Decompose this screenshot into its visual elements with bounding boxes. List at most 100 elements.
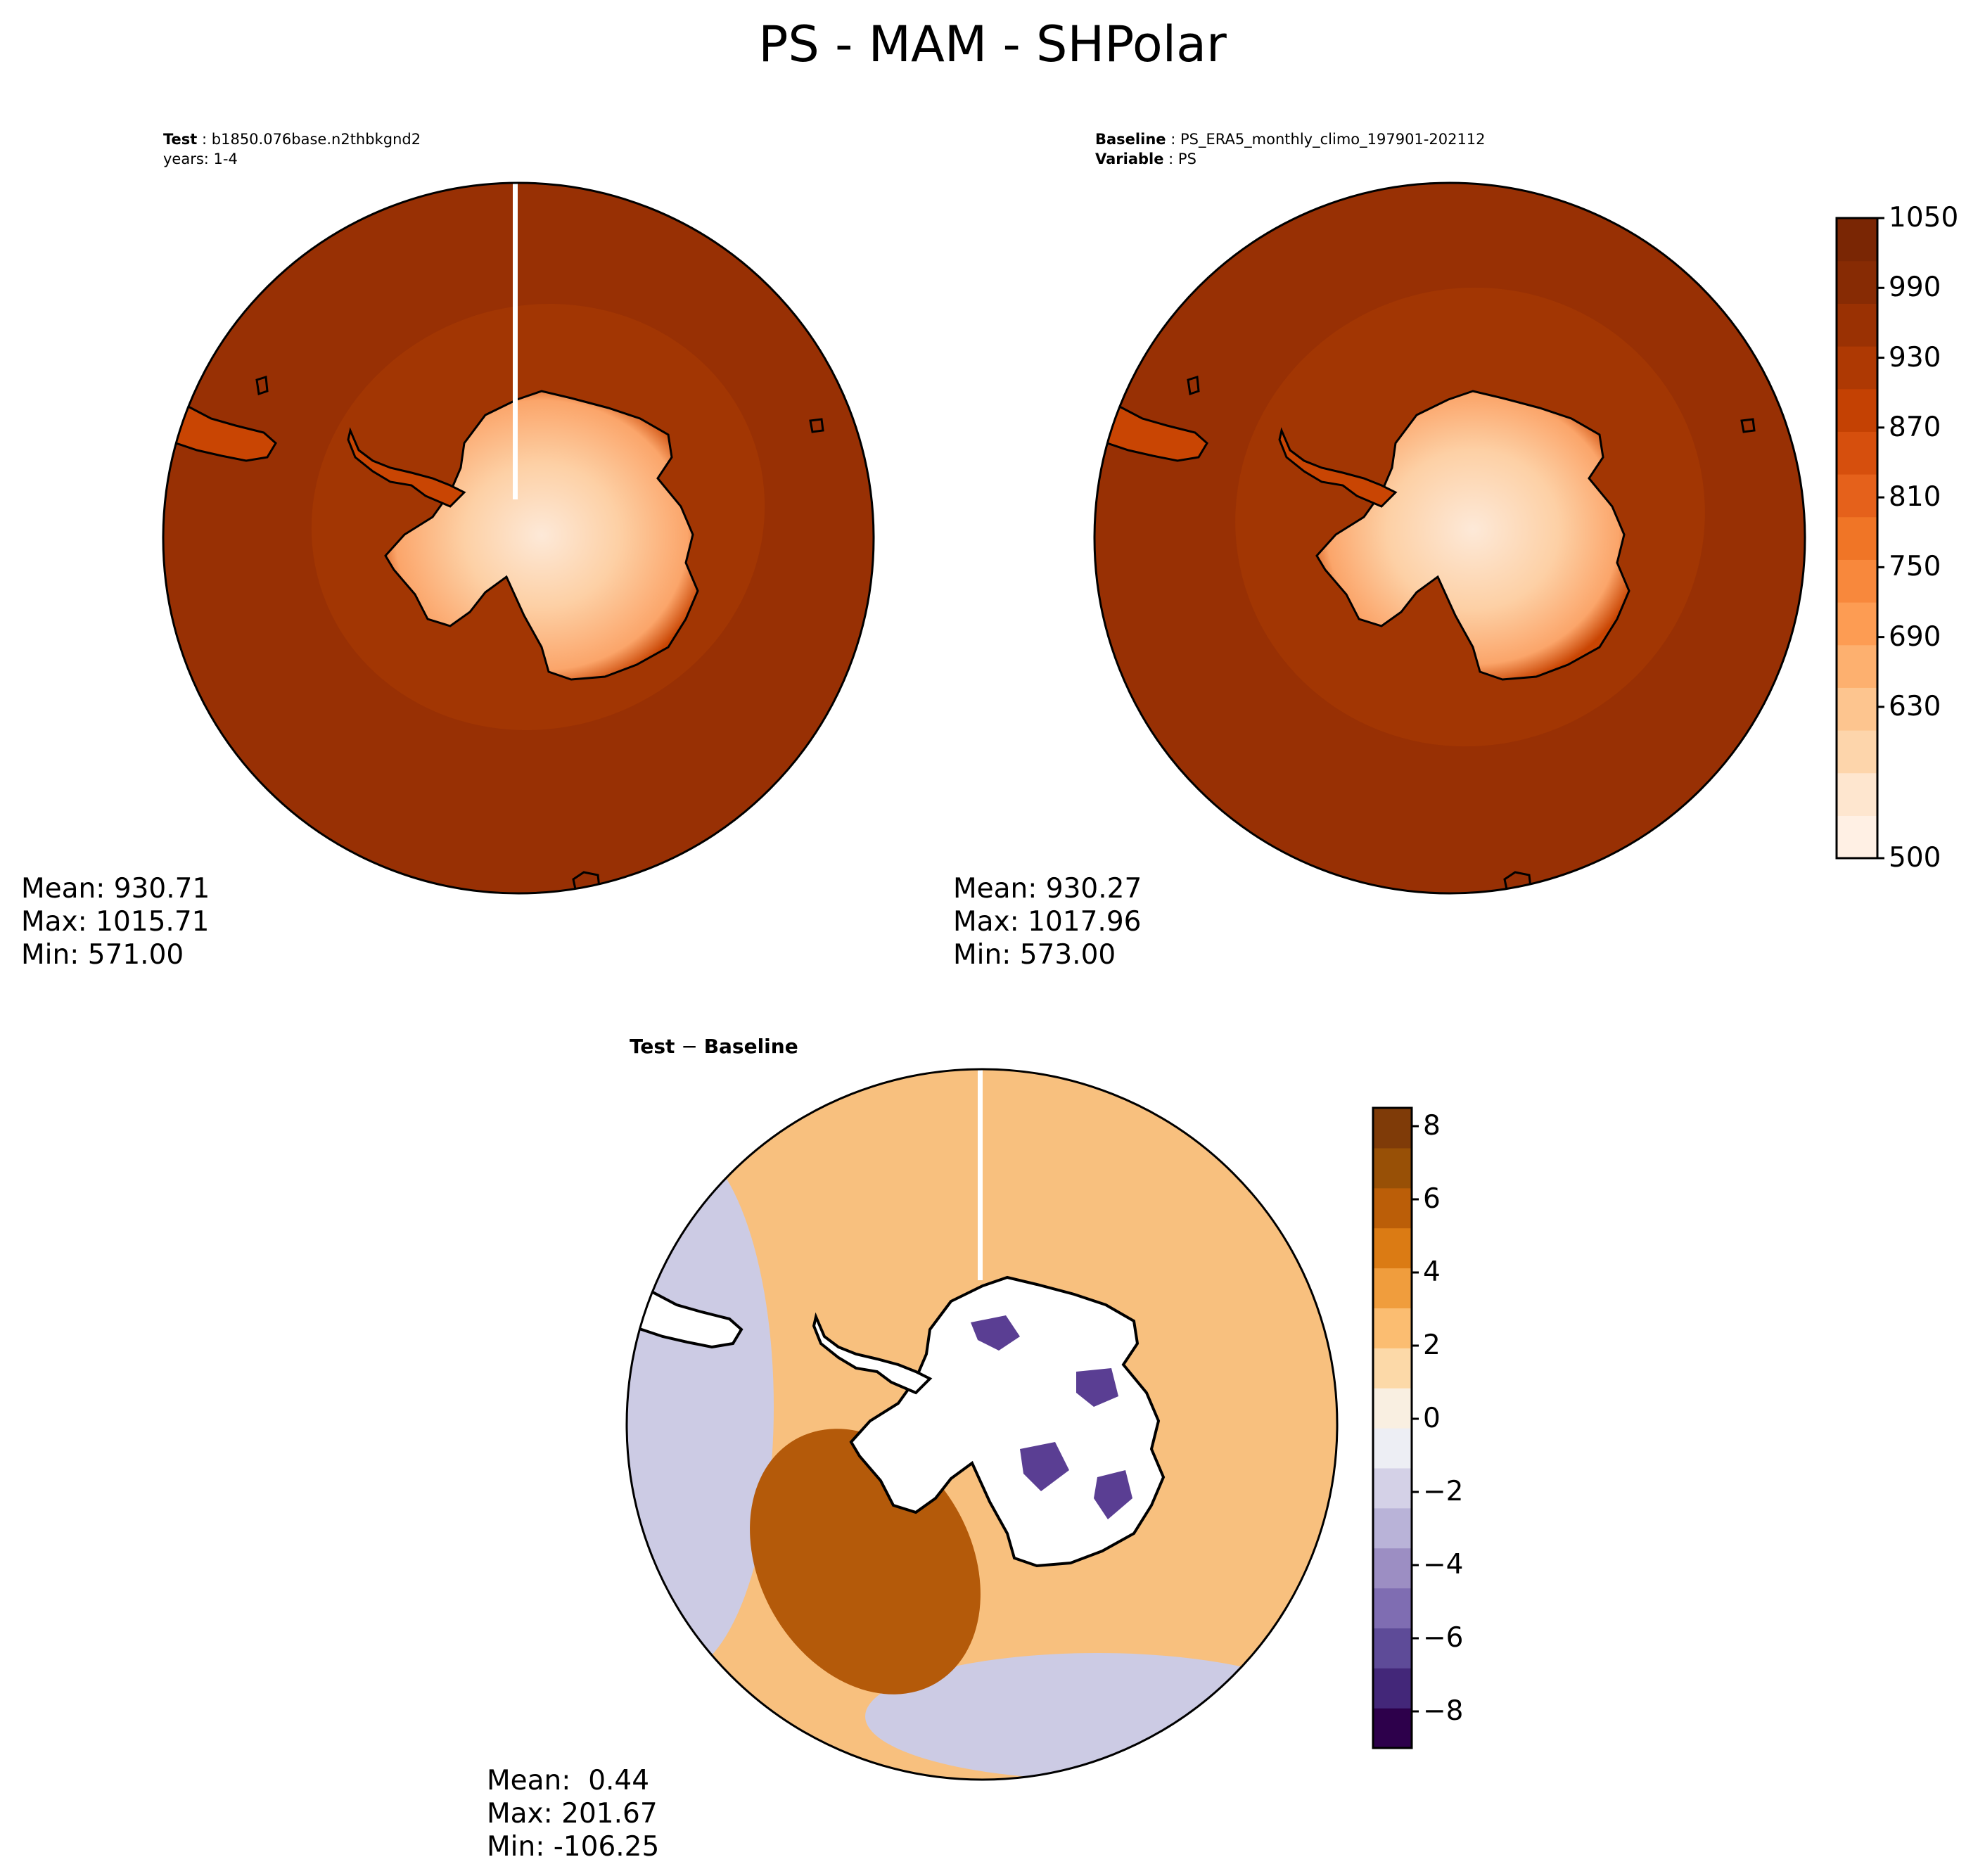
colorbar-tick-label: 4 <box>1423 1256 1441 1288</box>
cbar-diff-swatch <box>1373 1348 1412 1389</box>
cbar-diff-swatch <box>1373 1548 1412 1589</box>
cbar-main-swatch <box>1837 815 1877 859</box>
baseline-island-2 <box>1740 418 1756 433</box>
diff-antarctica <box>849 1275 1166 1568</box>
baseline-map-border <box>1093 181 1806 895</box>
test-peninsula <box>347 427 466 508</box>
diff-label-a: Test <box>630 1035 675 1058</box>
colorbar-tick-label: 8 <box>1423 1110 1441 1142</box>
cbar-diff-swatch <box>1373 1628 1412 1668</box>
cbar-main-swatch <box>1837 516 1877 560</box>
figure-title: PS - MAM - SHPolar <box>758 15 1227 73</box>
cbar-main-swatch <box>1837 772 1877 816</box>
cbar-diff-swatch <box>1373 1308 1412 1348</box>
cbar-diff-swatch <box>1373 1428 1412 1469</box>
baseline-island-1 <box>1187 376 1200 395</box>
test-island-2 <box>809 418 824 433</box>
diff-panel-label: Test − Baseline <box>630 1037 798 1057</box>
cbar-main-swatch <box>1837 346 1877 390</box>
baseline-variable-value: PS <box>1177 151 1196 167</box>
test-label-sep: : <box>197 131 212 148</box>
baseline-variable-key: Variable <box>1095 151 1164 167</box>
baseline-label-value: PS_ERA5_monthly_climo_197901-202112 <box>1180 131 1486 148</box>
diff-stats: Mean: 0.44 Max: 201.67 Min: -106.25 <box>487 1764 659 1863</box>
colorbar-tick-label: 0 <box>1423 1403 1441 1434</box>
colorbar-tick-label: −2 <box>1423 1476 1464 1507</box>
diff-land-negative-3 <box>1020 1442 1069 1491</box>
cbar-diff-swatch <box>1373 1467 1412 1509</box>
diff-colorbar <box>1372 1106 1419 1749</box>
diff-min: Min: -106.25 <box>487 1831 660 1863</box>
baseline-peninsula <box>1278 427 1398 508</box>
cbar-diff-swatch <box>1373 1227 1412 1269</box>
test-label-key: Test <box>163 131 198 148</box>
baseline-min: Min: 573.00 <box>953 939 1116 971</box>
test-map-border <box>162 181 875 895</box>
colorbar-tick-label: −4 <box>1423 1549 1464 1581</box>
colorbar-tick-label: 2 <box>1423 1329 1441 1361</box>
colorbar-tick-label: 930 <box>1889 341 1941 374</box>
diff-max: Max: 201.67 <box>487 1798 658 1830</box>
colorbar-tick-label: 690 <box>1889 620 1941 653</box>
diff-south-america <box>627 1278 743 1349</box>
cbar-diff-swatch <box>1373 1668 1412 1709</box>
baseline-panel-label: Baseline : PS_ERA5_monthly_climo_197901-… <box>1095 129 1486 169</box>
baseline-map <box>1093 181 1806 895</box>
colorbar-tick-label: −6 <box>1423 1622 1464 1654</box>
test-island-1 <box>255 376 269 395</box>
diff-land-negative-4 <box>1094 1470 1132 1519</box>
diff-label-op: − <box>675 1035 704 1058</box>
colorbar-tick-label: 500 <box>1889 842 1941 874</box>
diff-peninsula <box>812 1312 933 1395</box>
cbar-main-swatch <box>1837 218 1877 262</box>
test-min: Min: 571.00 <box>21 939 184 971</box>
diff-label-b: Baseline <box>703 1035 798 1058</box>
cbar-main-swatch <box>1837 260 1877 304</box>
cbar-diff-swatch <box>1373 1147 1412 1189</box>
test-map <box>162 181 875 895</box>
main-colorbar <box>1835 217 1884 860</box>
test-years: years: 1-4 <box>163 151 238 167</box>
cbar-main-swatch <box>1837 687 1877 731</box>
cbar-diff-swatch <box>1373 1708 1412 1749</box>
test-antarctica <box>384 390 699 681</box>
cbar-diff-swatch <box>1373 1388 1412 1429</box>
diff-negative-west <box>627 1140 774 1674</box>
diff-land-negative-1 <box>971 1315 1020 1351</box>
baseline-variable-sep: : <box>1163 151 1178 167</box>
cbar-main-swatch <box>1837 644 1877 688</box>
cbar-diff-swatch <box>1373 1108 1412 1149</box>
diff-seam-line <box>978 1069 983 1280</box>
diff-map-border <box>625 1068 1339 1781</box>
cbar-main-swatch <box>1837 730 1877 774</box>
cbar-main-border <box>1835 217 1879 860</box>
cbar-main-swatch <box>1837 602 1877 646</box>
cbar-diff-swatch <box>1373 1187 1412 1229</box>
cbar-main-swatch <box>1837 431 1877 475</box>
baseline-label-sep: : <box>1166 131 1180 148</box>
baseline-stats: Mean: 930.27 Max: 1017.96 Min: 573.00 <box>953 872 1142 971</box>
baseline-mean: Mean: 930.27 <box>953 873 1142 905</box>
diff-mean: Mean: 0.44 <box>487 1765 650 1797</box>
cbar-diff-swatch <box>1373 1507 1412 1549</box>
baseline-antarctica <box>1315 390 1630 681</box>
colorbar-tick-label: −8 <box>1423 1695 1464 1727</box>
colorbar-tick-label: 6 <box>1423 1183 1441 1215</box>
colorbar-tick-label: 750 <box>1889 551 1941 583</box>
cbar-main-swatch <box>1837 559 1877 603</box>
test-label-value: b1850.076base.n2thbkgnd2 <box>211 131 421 148</box>
colorbar-tick-label: 630 <box>1889 690 1941 722</box>
cbar-main-swatch <box>1837 388 1877 432</box>
cbar-main-swatch <box>1837 474 1877 518</box>
diff-map <box>625 1068 1339 1781</box>
test-mean: Mean: 930.71 <box>21 873 210 905</box>
colorbar-tick-label: 1050 <box>1889 202 1959 234</box>
cbar-diff-border <box>1372 1106 1413 1749</box>
baseline-label-key: Baseline <box>1095 131 1166 148</box>
colorbar-tick-label: 870 <box>1889 411 1941 443</box>
test-max: Max: 1015.71 <box>21 906 210 938</box>
cbar-diff-swatch <box>1373 1268 1412 1308</box>
colorbar-tick-label: 810 <box>1889 481 1941 513</box>
colorbar-tick-label: 990 <box>1889 272 1941 304</box>
